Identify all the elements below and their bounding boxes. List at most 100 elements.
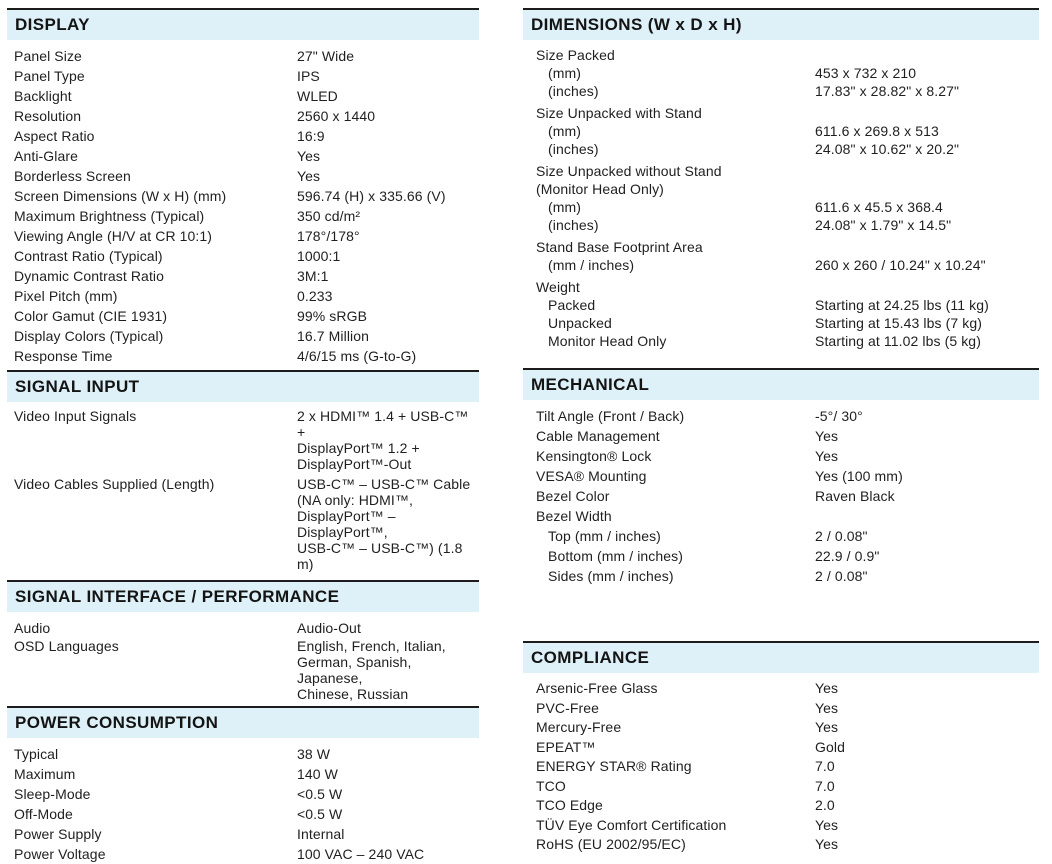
spec-label-text: Weight bbox=[536, 279, 580, 295]
spec-value bbox=[815, 104, 1039, 122]
spec-value: 2 x HDMI™ 1.4 + USB-C™ + DisplayPort™ 1.2… bbox=[297, 408, 479, 472]
section-rows: Panel Size 27" Wide Panel Type IPS Backlight… bbox=[7, 46, 479, 366]
spec-row: Typical 38 W bbox=[7, 744, 479, 764]
spec-value: 2 / 0.08" bbox=[815, 526, 1039, 546]
spec-row: Kensington® Lock Yes bbox=[523, 446, 1039, 466]
spec-label: Off-Mode bbox=[7, 804, 297, 824]
spec-label-text: ENERGY STAR® Rating bbox=[536, 758, 692, 774]
spec-value-text: 611.6 x 45.5 x 368.4 bbox=[815, 199, 943, 215]
spec-label-text: Stand Base Footprint Area bbox=[536, 239, 703, 255]
spec-value: Yes bbox=[815, 426, 1039, 446]
spec-label: OSD Languages bbox=[7, 638, 297, 702]
spec-value: IPS bbox=[297, 66, 479, 86]
spec-value-text: 24.08" x 1.79" x 14.5" bbox=[815, 217, 952, 233]
spec-label: Backlight bbox=[7, 86, 297, 106]
section-title: SIGNAL INPUT bbox=[15, 377, 140, 396]
spec-label: Contrast Ratio (Typical) bbox=[7, 246, 297, 266]
spec-label-text: TCO bbox=[536, 777, 566, 794]
spec-row: Packed Starting at 24.25 lbs (11 kg) bbox=[523, 296, 1039, 314]
spec-value: Raven Black bbox=[815, 486, 1039, 506]
spec-label: Aspect Ratio bbox=[7, 126, 297, 146]
spec-row: Stand Base Footprint Area bbox=[523, 238, 1039, 256]
spec-label: Viewing Angle (H/V at CR 10:1) bbox=[7, 226, 297, 246]
spec-label-text: Monitor Head Only bbox=[548, 333, 667, 349]
spec-label-text: (mm) bbox=[548, 199, 582, 215]
spec-row: Anti-Glare Yes bbox=[7, 146, 479, 166]
spec-label-text: Color Gamut (CIE 1931) bbox=[14, 308, 168, 324]
spec-label: Screen Dimensions (W x H) (mm) bbox=[7, 186, 297, 206]
spec-label-text: Power Supply bbox=[14, 826, 102, 842]
spec-label-text: (inches) bbox=[548, 141, 599, 157]
spec-value-line: DisplayPort™ – DisplayPort™, bbox=[297, 508, 396, 540]
spec-value-text: Yes bbox=[815, 816, 839, 833]
spec-label: (inches) bbox=[523, 82, 815, 100]
spec-label: Anti-Glare bbox=[7, 146, 297, 166]
spec-label: Video Input Signals bbox=[7, 408, 297, 472]
spec-label-text: TÜV Eye Comfort Certification bbox=[536, 816, 727, 833]
spec-value-text: 24.08" x 10.62" x 20.2" bbox=[815, 141, 960, 157]
spec-label: Response Time bbox=[7, 346, 297, 366]
section-top-rule bbox=[523, 8, 1039, 10]
spec-label: Maximum Brightness (Typical) bbox=[7, 206, 297, 226]
spec-label-text: Size Unpacked without Stand bbox=[536, 163, 722, 179]
spec-label-text: Kensington® Lock bbox=[536, 448, 652, 464]
spec-label-text: (mm) bbox=[548, 65, 582, 81]
spec-row: ENERGY STAR® Rating 7.0 bbox=[523, 757, 1039, 777]
section-display: DISPLAY Panel Size 27" Wide Panel Type IPS Ba… bbox=[7, 8, 479, 366]
spec-label: Monitor Head Only bbox=[523, 332, 815, 350]
spec-label: EPEAT™ bbox=[523, 738, 815, 758]
spec-label: Weight bbox=[523, 278, 815, 296]
spec-row: (mm / inches) 260 x 260 / 10.24" x 10.24" bbox=[523, 256, 1039, 274]
spec-row: Size Unpacked with Stand bbox=[523, 104, 1039, 122]
section-mechanical: MECHANICAL Tilt Angle (Front / Back) -5°/ … bbox=[523, 368, 1039, 586]
spec-row: Top (mm / inches) 2 / 0.08" bbox=[523, 526, 1039, 546]
spec-label-text: Aspect Ratio bbox=[14, 128, 95, 144]
section-top-rule bbox=[7, 8, 479, 10]
spec-value-text: Starting at 11.02 lbs (5 kg) bbox=[815, 333, 981, 349]
spec-value-line: DisplayPort™ 1.2 + bbox=[297, 440, 420, 456]
spec-value: 350 cd/m² bbox=[297, 206, 479, 226]
spec-label: Typical bbox=[7, 744, 297, 764]
spec-label: Power Supply bbox=[7, 824, 297, 844]
spec-label: (inches) bbox=[523, 216, 815, 234]
spec-row: (mm) 453 x 732 x 210 bbox=[523, 64, 1039, 82]
spec-value: 611.6 x 269.8 x 513 bbox=[815, 122, 1039, 140]
spec-value-text: 38 W bbox=[297, 746, 331, 762]
spec-row: Monitor Head Only Starting at 11.02 lbs (… bbox=[523, 332, 1039, 350]
spec-row: Resolution 2560 x 1440 bbox=[7, 106, 479, 126]
spec-value-text: 2 / 0.08" bbox=[815, 528, 868, 544]
spec-value-line: (NA only: HDMI™, bbox=[297, 492, 413, 508]
spec-value: 7.0 bbox=[815, 757, 1039, 777]
spec-label-text: Pixel Pitch (mm) bbox=[14, 288, 118, 304]
spec-label: Pixel Pitch (mm) bbox=[7, 286, 297, 306]
section-compliance: COMPLIANCE Arsenic-Free Glass Yes PVC-Free Y… bbox=[523, 641, 1039, 855]
spec-value: <0.5 W bbox=[297, 784, 479, 804]
spec-value: 2.0 bbox=[815, 796, 1039, 816]
section-rows: Size Packed (mm) 453 x 732 x 210 (inches) 17… bbox=[523, 46, 1039, 350]
spec-row: Unpacked Starting at 15.43 lbs (7 kg) bbox=[523, 314, 1039, 332]
spec-value-text: 17.83" x 28.82" x 8.27" bbox=[815, 83, 960, 99]
section-title: MECHANICAL bbox=[531, 375, 650, 394]
spec-label-text: (inches) bbox=[548, 217, 599, 233]
spec-label-text: Backlight bbox=[14, 88, 72, 104]
spec-label: (mm) bbox=[523, 198, 815, 216]
spec-value-text: Internal bbox=[297, 826, 345, 842]
spec-value-line: English, French, Italian, bbox=[297, 638, 446, 654]
spec-label: Maximum bbox=[7, 764, 297, 784]
spec-label: (mm) bbox=[523, 122, 815, 140]
spec-value-text: <0.5 W bbox=[297, 786, 343, 802]
spec-value: Internal bbox=[297, 824, 479, 844]
spec-label: Bezel Width bbox=[523, 506, 815, 526]
spec-label-text: Sides (mm / inches) bbox=[548, 568, 674, 584]
spec-label: Kensington® Lock bbox=[523, 446, 815, 466]
spec-label: Top (mm / inches) bbox=[523, 526, 815, 546]
column-right: DIMENSIONS (W x D x H) Size Packed (mm) 453… bbox=[523, 8, 1039, 864]
spec-row: Sides (mm / inches) 2 / 0.08" bbox=[523, 566, 1039, 586]
spec-value: 24.08" x 1.79" x 14.5" bbox=[815, 216, 1039, 234]
spec-value-text: Yes bbox=[815, 836, 839, 852]
spec-value-text: Starting at 24.25 lbs (11 kg) bbox=[815, 297, 989, 313]
spec-value: -5°/ 30° bbox=[815, 406, 1039, 426]
spec-value-line: USB-C™ – USB-C™ Cable bbox=[297, 476, 471, 492]
spec-label-text: (mm / inches) bbox=[548, 257, 635, 273]
